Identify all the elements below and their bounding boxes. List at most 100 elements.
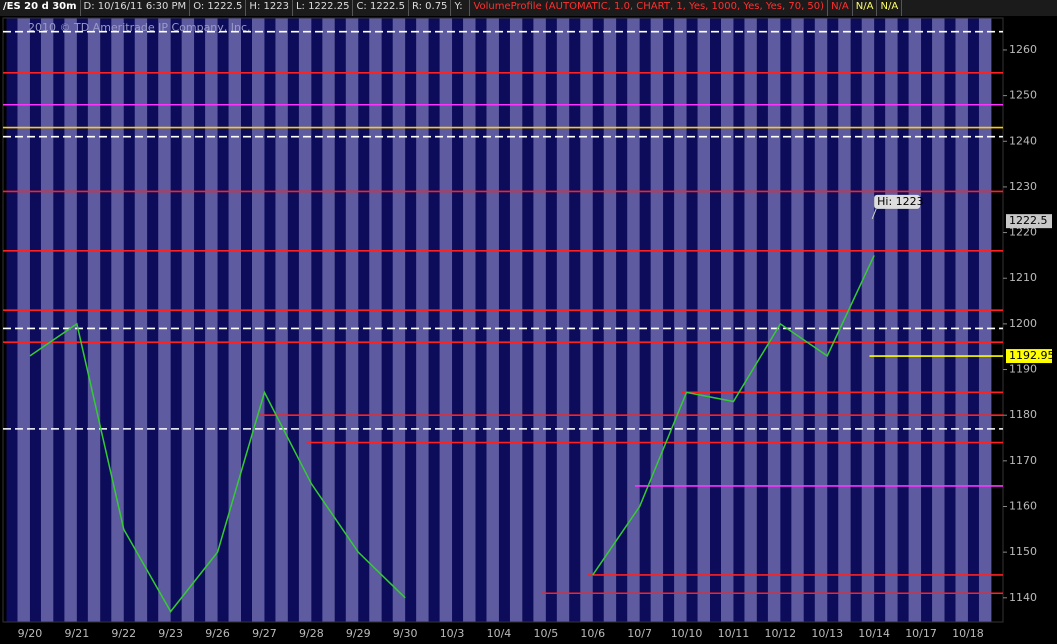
y-tick-label: 1190 xyxy=(1009,363,1037,376)
session-stripe xyxy=(405,18,417,622)
x-tick-label: 10/5 xyxy=(533,627,558,640)
session-stripe xyxy=(733,18,745,622)
high: H: 1223 xyxy=(246,0,293,16)
session-stripe xyxy=(358,18,370,622)
x-tick-label: 10/4 xyxy=(487,627,512,640)
y-tick-label: 1200 xyxy=(1009,317,1037,330)
y-tick-label: 1250 xyxy=(1009,89,1037,102)
session-stripe xyxy=(897,18,909,622)
date: D: 10/16/11 6:30 PM xyxy=(81,0,191,16)
x-tick-label: 10/12 xyxy=(764,627,796,640)
y-tick-label: 1210 xyxy=(1009,271,1037,284)
session-stripe xyxy=(53,18,65,622)
session-stripe xyxy=(217,18,229,622)
session-stripe xyxy=(592,18,604,622)
session-stripe xyxy=(780,18,792,622)
session-stripe xyxy=(475,18,487,622)
x-tick-label: 10/18 xyxy=(952,627,984,640)
x-tick-label: 10/17 xyxy=(905,627,937,640)
price-tag-label: 1222.5 xyxy=(1009,214,1048,227)
x-tick-label: 9/23 xyxy=(158,627,183,640)
annotation-box xyxy=(874,194,921,209)
session-stripe xyxy=(123,18,135,622)
x-tick-label: 10/11 xyxy=(718,627,750,640)
range: R: 0.75 xyxy=(409,0,452,16)
price-line xyxy=(29,255,875,613)
x-tick-label: 10/14 xyxy=(858,627,890,640)
session-stripe xyxy=(241,18,252,622)
na: N/A xyxy=(877,0,903,16)
y-tick-label: 1150 xyxy=(1009,545,1037,558)
price-tag xyxy=(1006,214,1052,229)
session-stripe xyxy=(287,18,299,622)
na: N/A xyxy=(853,0,878,16)
session-stripe xyxy=(850,18,862,622)
session-stripe xyxy=(663,18,675,622)
session-stripe xyxy=(944,18,956,622)
x-tick-label: 10/7 xyxy=(627,627,652,640)
session-stripe xyxy=(639,18,651,622)
y-tick-label: 1260 xyxy=(1009,43,1037,56)
y-tick-label: 1240 xyxy=(1009,134,1037,147)
low: L: 1222.25 xyxy=(293,0,354,16)
header-bar: /ES 20 d 30m D: 10/16/11 6:30 PM O: 1222… xyxy=(0,0,1057,16)
y-tick-label: 1220 xyxy=(1009,226,1037,239)
session-stripe xyxy=(452,18,464,622)
session-stripe xyxy=(76,18,88,622)
x-tick-label: 9/30 xyxy=(393,627,418,640)
session-stripe xyxy=(264,18,276,622)
x-tick-label: 9/28 xyxy=(299,627,324,640)
x-tick-label: 9/20 xyxy=(18,627,43,640)
session-stripe xyxy=(334,18,346,622)
session-stripe xyxy=(921,18,933,622)
session-stripe xyxy=(498,18,510,622)
open: O: 1222.5 xyxy=(190,0,247,16)
session-stripe xyxy=(545,18,557,622)
session-stripe xyxy=(874,18,886,622)
session-stripe xyxy=(29,18,41,622)
x-tick-label: 9/27 xyxy=(252,627,277,640)
y-field: Y: xyxy=(451,0,471,16)
study[interactable]: VolumeProfile (AUTOMATIC, 1.0, CHART, 1,… xyxy=(470,0,829,16)
symbol[interactable]: /ES 20 d 30m xyxy=(0,0,81,16)
x-tick-label: 9/21 xyxy=(64,627,89,640)
session-stripe xyxy=(569,18,581,622)
x-tick-label: 9/22 xyxy=(111,627,136,640)
session-stripe xyxy=(194,18,206,622)
y-tick-label: 1140 xyxy=(1009,591,1037,604)
session-stripe xyxy=(827,18,839,622)
annotation-label: Hi: 1223 xyxy=(877,195,924,208)
x-tick-label: 10/13 xyxy=(811,627,843,640)
na: N/A xyxy=(828,0,853,16)
session-stripe xyxy=(803,18,815,622)
session-stripe xyxy=(381,18,393,622)
x-tick-label: 9/29 xyxy=(346,627,371,640)
y-tick-label: 1230 xyxy=(1009,180,1037,193)
session-stripe xyxy=(6,18,18,622)
plot-frame xyxy=(2,17,1004,623)
session-stripe xyxy=(616,18,628,622)
x-tick-label: 9/26 xyxy=(205,627,230,640)
price-tag-label: 1192.95 xyxy=(1009,349,1055,362)
chart: 2010 © TD Ameritrade IP Company, Inc. 114… xyxy=(0,16,1057,644)
x-tick-label: 10/10 xyxy=(671,627,703,640)
x-tick-label: 10/6 xyxy=(580,627,605,640)
close: C: 1222.5 xyxy=(353,0,409,16)
session-stripe xyxy=(686,18,698,622)
y-tick-label: 1170 xyxy=(1009,454,1037,467)
session-stripe xyxy=(522,18,534,622)
price-tag xyxy=(1006,349,1052,364)
session-stripe xyxy=(170,18,182,622)
watermark: 2010 © TD Ameritrade IP Company, Inc. xyxy=(28,21,251,34)
session-stripe xyxy=(147,18,159,622)
session-stripe xyxy=(311,18,323,622)
session-stripe xyxy=(967,18,979,622)
y-tick-label: 1180 xyxy=(1009,408,1037,421)
session-stripe xyxy=(428,18,440,622)
session-stripe xyxy=(756,18,768,622)
session-stripe xyxy=(100,18,112,622)
session-stripe xyxy=(710,18,721,622)
y-tick-label: 1160 xyxy=(1009,499,1037,512)
annotation-leader xyxy=(871,208,877,220)
